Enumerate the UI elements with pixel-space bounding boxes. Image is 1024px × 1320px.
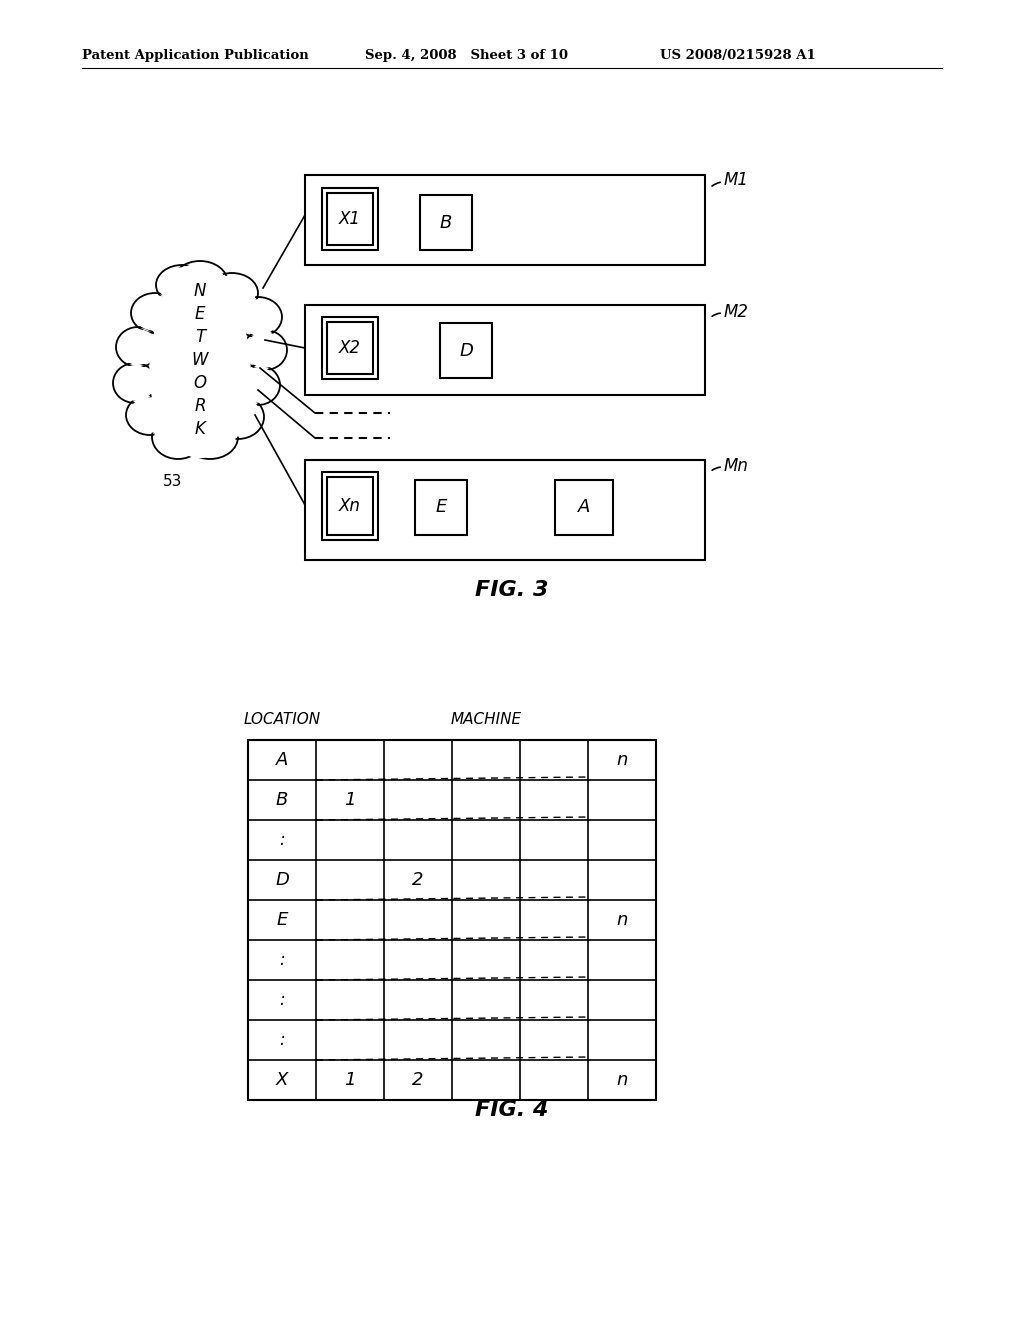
FancyBboxPatch shape <box>305 176 705 265</box>
Text: X2: X2 <box>339 339 361 356</box>
Text: 2: 2 <box>413 871 424 888</box>
Ellipse shape <box>116 366 154 400</box>
Text: Patent Application Publication: Patent Application Publication <box>82 49 309 62</box>
Text: US 2008/0215928 A1: US 2008/0215928 A1 <box>660 49 816 62</box>
Text: Sep. 4, 2008   Sheet 3 of 10: Sep. 4, 2008 Sheet 3 of 10 <box>365 49 568 62</box>
Ellipse shape <box>175 264 225 302</box>
FancyBboxPatch shape <box>327 477 373 535</box>
Ellipse shape <box>129 399 171 432</box>
Text: E: E <box>435 499 446 516</box>
Ellipse shape <box>209 276 255 310</box>
Ellipse shape <box>237 300 279 334</box>
Ellipse shape <box>239 368 278 403</box>
Text: A: A <box>578 499 590 516</box>
Text: LOCATION: LOCATION <box>244 713 321 727</box>
Text: E: E <box>276 911 288 929</box>
Ellipse shape <box>243 330 287 370</box>
Text: :: : <box>280 1031 285 1049</box>
Text: B: B <box>275 791 288 809</box>
Text: 1: 1 <box>344 1071 355 1089</box>
Text: D: D <box>459 342 473 359</box>
FancyBboxPatch shape <box>322 317 378 379</box>
Text: n: n <box>616 751 628 770</box>
Text: N
E
T
W
O
R
K: N E T W O R K <box>191 282 208 438</box>
Ellipse shape <box>234 297 282 337</box>
FancyBboxPatch shape <box>555 480 613 535</box>
FancyBboxPatch shape <box>420 195 472 249</box>
Ellipse shape <box>182 414 238 459</box>
Ellipse shape <box>156 265 208 305</box>
FancyBboxPatch shape <box>440 323 492 378</box>
Ellipse shape <box>113 363 157 403</box>
Text: 2: 2 <box>413 1071 424 1089</box>
Ellipse shape <box>134 296 176 330</box>
Ellipse shape <box>215 399 261 436</box>
Text: n: n <box>616 911 628 929</box>
FancyBboxPatch shape <box>305 305 705 395</box>
Ellipse shape <box>152 414 204 459</box>
FancyBboxPatch shape <box>415 480 467 535</box>
Text: FIG. 3: FIG. 3 <box>475 579 549 601</box>
Text: :: : <box>280 950 285 969</box>
Ellipse shape <box>159 268 205 302</box>
FancyBboxPatch shape <box>327 193 373 246</box>
Text: :: : <box>280 832 285 849</box>
Ellipse shape <box>185 418 234 455</box>
Text: D: D <box>275 871 289 888</box>
Text: Xn: Xn <box>339 498 360 515</box>
Text: X1: X1 <box>339 210 361 228</box>
Text: 1: 1 <box>344 791 355 809</box>
Text: :: : <box>280 991 285 1008</box>
Text: n: n <box>616 1071 628 1089</box>
Ellipse shape <box>119 330 157 364</box>
Ellipse shape <box>246 333 284 367</box>
Text: B: B <box>440 214 453 231</box>
Ellipse shape <box>131 293 179 333</box>
Ellipse shape <box>150 282 250 458</box>
Ellipse shape <box>142 275 257 475</box>
Ellipse shape <box>126 395 174 436</box>
Text: A: A <box>275 751 288 770</box>
Ellipse shape <box>116 327 160 367</box>
Ellipse shape <box>212 395 264 440</box>
FancyBboxPatch shape <box>322 187 378 249</box>
Text: FIG. 4: FIG. 4 <box>475 1100 549 1119</box>
Ellipse shape <box>172 261 228 305</box>
Ellipse shape <box>155 418 201 455</box>
Text: 53: 53 <box>163 474 182 490</box>
FancyBboxPatch shape <box>248 741 656 1100</box>
Ellipse shape <box>236 366 280 405</box>
Text: M2: M2 <box>724 304 749 321</box>
Ellipse shape <box>206 273 258 313</box>
FancyBboxPatch shape <box>305 459 705 560</box>
Text: X: X <box>275 1071 288 1089</box>
Text: Mn: Mn <box>724 457 749 475</box>
Text: MACHINE: MACHINE <box>451 713 521 727</box>
FancyBboxPatch shape <box>322 473 378 540</box>
Text: M1: M1 <box>724 172 749 189</box>
FancyBboxPatch shape <box>327 322 373 374</box>
